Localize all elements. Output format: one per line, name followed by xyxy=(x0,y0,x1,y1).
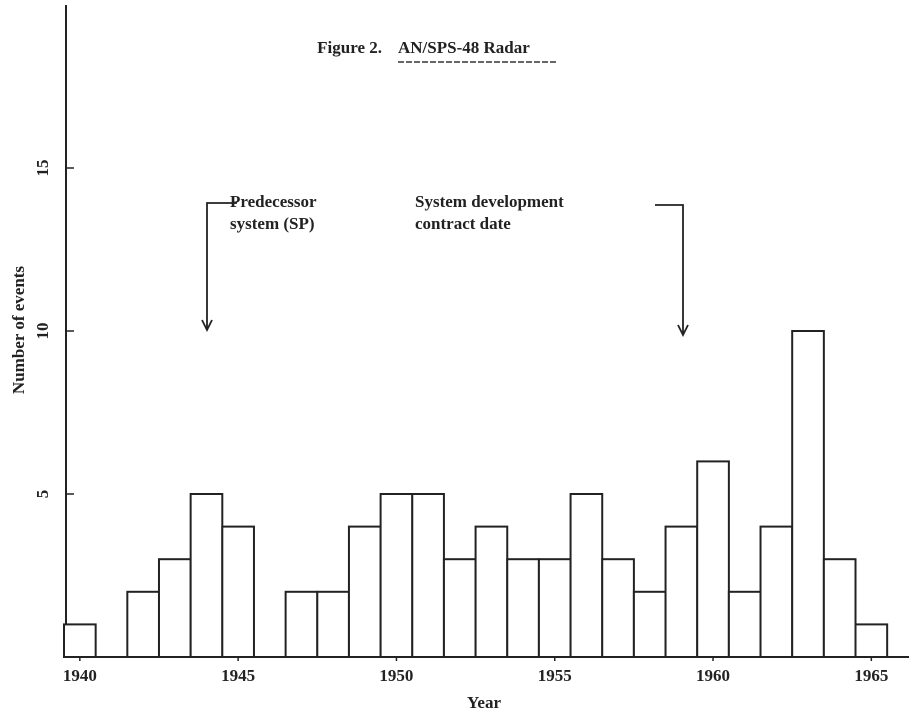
arrow-head xyxy=(677,324,689,338)
bar xyxy=(221,525,255,658)
bar xyxy=(63,623,97,659)
annotation: system (SP) xyxy=(230,214,315,233)
bar xyxy=(189,493,224,658)
bar xyxy=(347,525,382,658)
x-tick-label: 1945 xyxy=(221,666,255,685)
bar xyxy=(411,493,445,658)
bar xyxy=(664,525,699,658)
bar xyxy=(696,460,730,658)
x-tick-label: 1940 xyxy=(63,666,97,685)
y-tick-label: 5 xyxy=(33,490,52,499)
x-tick-label: 1960 xyxy=(696,666,730,685)
y-axis-label: Number of events xyxy=(9,266,28,394)
bar xyxy=(854,623,889,659)
annotation-arrow xyxy=(206,202,237,330)
x-tick-label: 1965 xyxy=(854,666,888,685)
bar xyxy=(316,590,350,658)
annotation: contract date xyxy=(415,214,511,233)
bar xyxy=(822,558,857,659)
annotation: System development xyxy=(415,192,564,211)
figure-label: Figure 2. xyxy=(317,38,382,57)
bar xyxy=(474,525,509,658)
y-tick-label: 15 xyxy=(33,160,52,177)
bar xyxy=(379,493,414,658)
x-tick-label: 1950 xyxy=(379,666,413,685)
bar xyxy=(126,590,160,658)
bar xyxy=(506,558,540,659)
bar xyxy=(632,590,667,658)
bar xyxy=(442,558,477,659)
y-tick-label: 10 xyxy=(33,323,52,340)
annotation-arrow xyxy=(655,204,684,335)
arrow-head xyxy=(201,319,213,333)
bar xyxy=(791,330,825,658)
x-tick-label: 1955 xyxy=(538,666,572,685)
annotation: Predecessor xyxy=(230,192,317,211)
chart-title: AN/SPS-48 Radar xyxy=(398,38,530,57)
bar xyxy=(569,493,604,658)
bar xyxy=(759,525,794,658)
bar xyxy=(727,590,762,658)
bar xyxy=(284,590,319,658)
x-axis-label: Year xyxy=(467,693,501,712)
bar xyxy=(537,558,572,659)
bar xyxy=(601,558,635,659)
bar xyxy=(157,558,192,659)
